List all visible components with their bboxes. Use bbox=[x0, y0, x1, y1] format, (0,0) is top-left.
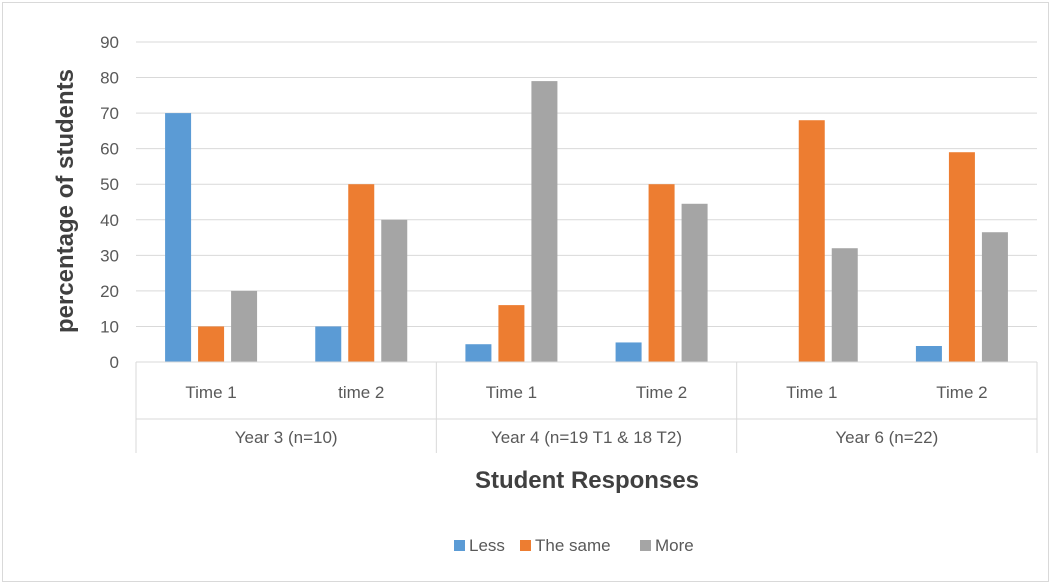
y-tick-label: 70 bbox=[100, 104, 119, 123]
x-category-label: Time 2 bbox=[636, 383, 687, 402]
x-category-label: Time 1 bbox=[185, 383, 236, 402]
gridlines bbox=[136, 41, 1037, 327]
axes: 0 10 20 30 40 50 60 70 80 90 Time 1 time 2 Time 1 Tim… bbox=[100, 33, 1038, 453]
y-tick-label: 50 bbox=[100, 175, 119, 194]
bar-more bbox=[831, 248, 858, 362]
bar-more bbox=[231, 290, 258, 362]
y-tick-label: 90 bbox=[100, 33, 119, 52]
bar-more bbox=[681, 203, 708, 362]
y-tick-label: 30 bbox=[100, 246, 119, 265]
y-tick-label: 80 bbox=[100, 69, 119, 88]
x-category-label: Time 1 bbox=[486, 383, 537, 402]
x-group-label: Year 4 (n=19 T1 & 18 T2) bbox=[491, 428, 682, 447]
y-tick-label: 60 bbox=[100, 140, 119, 159]
legend-label: More bbox=[655, 536, 694, 555]
bar-the-same bbox=[498, 305, 525, 362]
x-category-label: Time 2 bbox=[936, 383, 987, 402]
bar-less bbox=[465, 344, 492, 362]
bar-more bbox=[381, 219, 408, 362]
legend-label: Less bbox=[469, 536, 505, 555]
bar-less bbox=[165, 113, 192, 362]
x-category-label: time 2 bbox=[338, 383, 384, 402]
legend-swatch bbox=[640, 540, 651, 551]
bars bbox=[165, 81, 1008, 362]
bar-the-same bbox=[948, 152, 975, 362]
y-tick-label: 40 bbox=[100, 211, 119, 230]
bar-the-same bbox=[198, 326, 225, 362]
bar-less bbox=[915, 346, 942, 362]
bar-more bbox=[531, 81, 558, 362]
y-tick-label: 10 bbox=[100, 317, 119, 336]
y-tick-label: 20 bbox=[100, 282, 119, 301]
x-group-label: Year 6 (n=22) bbox=[835, 428, 938, 447]
bar-the-same bbox=[798, 120, 825, 362]
x-axis-title: Student Responses bbox=[475, 467, 699, 494]
bar-the-same bbox=[348, 184, 375, 362]
y-tick-label: 0 bbox=[110, 353, 119, 372]
bar-the-same bbox=[648, 184, 675, 362]
legend: Less The same More bbox=[454, 536, 694, 555]
legend-swatch bbox=[454, 540, 465, 551]
x-category-label: Time 1 bbox=[786, 383, 837, 402]
legend-swatch bbox=[520, 540, 531, 551]
legend-label: The same bbox=[535, 536, 611, 555]
bar-less bbox=[315, 326, 342, 362]
y-axis-title: percentage of students bbox=[52, 69, 79, 333]
x-group-label: Year 3 (n=10) bbox=[235, 428, 338, 447]
bar-more bbox=[981, 232, 1008, 362]
bar-less bbox=[615, 342, 642, 362]
